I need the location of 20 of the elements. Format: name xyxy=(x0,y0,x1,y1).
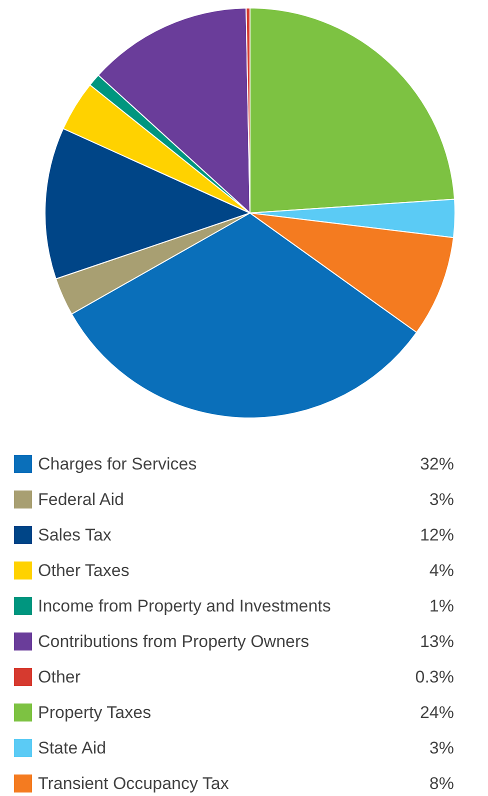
data-label: 24% xyxy=(420,703,454,722)
legend-label: Federal Aid xyxy=(38,490,124,509)
data-label: 8% xyxy=(429,774,454,793)
legend-label: Other Taxes xyxy=(38,561,130,580)
data-label: 1% xyxy=(429,596,454,616)
legend-label: Other xyxy=(38,668,81,686)
data-label: 32% xyxy=(420,454,454,474)
legend-label: Sales Tax xyxy=(38,526,112,544)
data-label: 3% xyxy=(429,738,454,758)
legend-label: Transient Occupancy Tax xyxy=(38,774,230,793)
legend-label: State Aid xyxy=(38,738,106,758)
legend-label: Income from Property and Investments xyxy=(38,596,331,616)
data-label: 3% xyxy=(429,490,454,509)
data-label: 0.3% xyxy=(415,668,454,686)
legend-label: Contributions from Property Owners xyxy=(38,632,310,651)
legend-label: Property Taxes xyxy=(38,703,152,722)
data-label: 4% xyxy=(429,561,454,580)
data-label: 13% xyxy=(420,632,454,651)
data-label: 12% xyxy=(420,526,454,544)
legend-label: Charges for Services xyxy=(38,454,197,474)
